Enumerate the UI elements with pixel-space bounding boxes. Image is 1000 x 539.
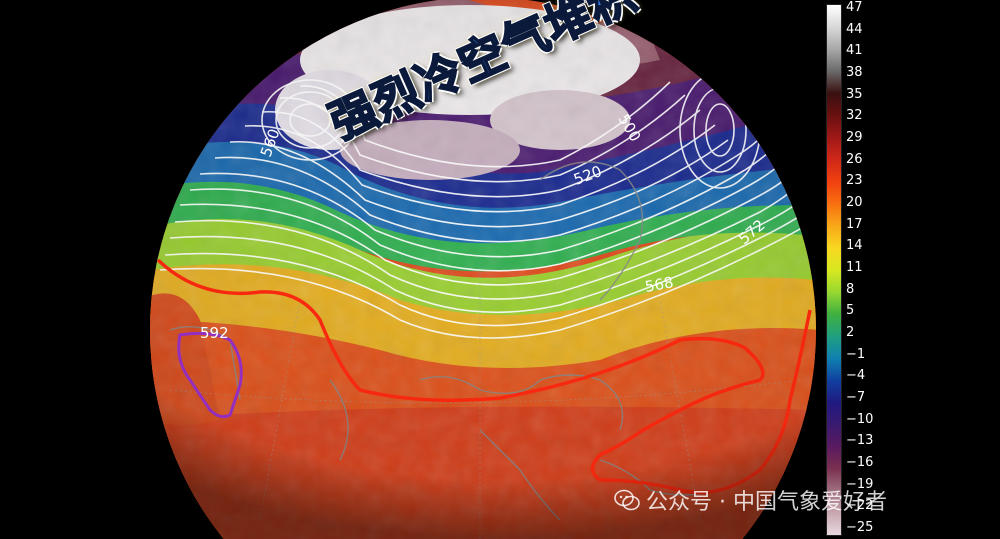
colorbar-tick: 14 <box>846 238 863 254</box>
watermark-text: 公众号 · 中国气象爱好者 <box>646 490 887 515</box>
colorbar-tick: 44 <box>846 21 863 37</box>
colorbar-tick: −16 <box>846 455 874 470</box>
colorbar-tick: −10 <box>846 411 874 427</box>
colorbar-tick: −19 <box>846 476 874 492</box>
colorbar-tick: −7 <box>846 390 866 405</box>
colorbar-tick: −22 <box>846 498 874 514</box>
colorbar-tick: −1 <box>846 346 866 362</box>
colorbar <box>826 4 842 536</box>
colorbar-tick: −25 <box>846 520 874 535</box>
colorbar-tick-labels: 47 44 41 38 35 32 29 26 23 20 17 14 11 8 5 2 −1 −4 −7 −10 −1… <box>846 0 886 539</box>
colorbar-tick: 2 <box>846 325 855 340</box>
contour-label-592: 592 <box>200 324 229 342</box>
colorbar-tick: 17 <box>846 216 863 232</box>
colorbar-tick: 38 <box>846 65 863 80</box>
colorbar-tick: 26 <box>846 151 863 167</box>
contour-label-568: 568 <box>644 273 675 296</box>
colorbar-tick: 11 <box>846 260 863 275</box>
colorbar-tick: 5 <box>846 303 855 319</box>
colorbar-tick: 35 <box>846 86 863 102</box>
colorbar-tick: 8 <box>846 281 855 297</box>
colorbar-tick: −4 <box>846 368 866 384</box>
wechat-icon <box>614 489 640 511</box>
watermark: 公众号 · 中国气象爱好者 <box>614 484 887 516</box>
colorbar-tick: 41 <box>846 43 863 59</box>
colorbar-tick: 32 <box>846 108 863 124</box>
colorbar-tick: 23 <box>846 173 863 189</box>
colorbar-tick: 47 <box>846 0 863 15</box>
colorbar-tick: 29 <box>846 130 863 145</box>
colorbar-tick: 20 <box>846 195 863 210</box>
colorbar-tick: −13 <box>846 433 874 449</box>
